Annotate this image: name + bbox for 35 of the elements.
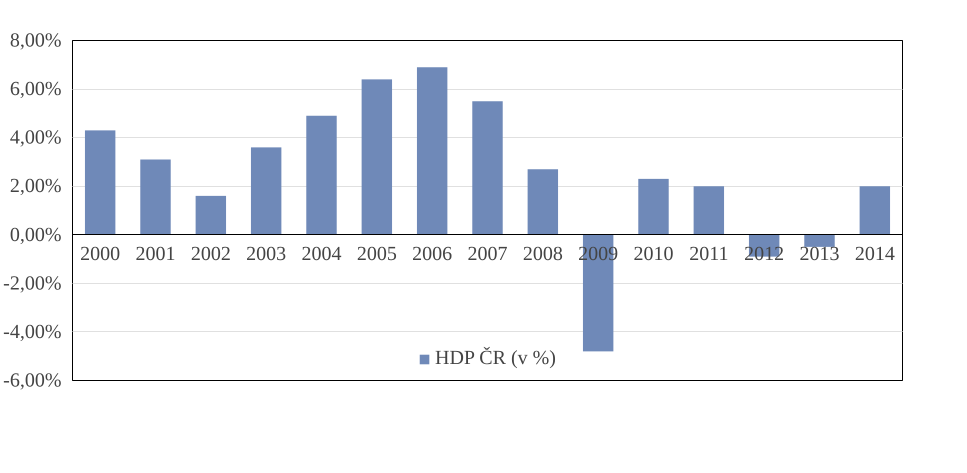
y-tick-label: -2,00% bbox=[3, 272, 62, 294]
x-tick-label: 2007 bbox=[468, 242, 508, 265]
x-tick-label: 2003 bbox=[246, 242, 286, 265]
x-tick-label: 2000 bbox=[80, 242, 120, 265]
bar bbox=[804, 234, 835, 247]
x-tick-label: 2001 bbox=[136, 242, 176, 265]
bar bbox=[416, 67, 448, 235]
bar bbox=[306, 116, 337, 235]
y-tick-label: 2,00% bbox=[10, 175, 62, 198]
x-tick-label: 2013 bbox=[800, 242, 840, 265]
y-tick-label: 0,00% bbox=[10, 224, 62, 246]
bar bbox=[860, 186, 890, 235]
x-tick-label: 2011 bbox=[689, 242, 728, 265]
y-tick-label: -4,00% bbox=[3, 320, 62, 343]
legend-label: HDP ČR (v %) bbox=[435, 347, 556, 370]
x-tick-label: 2004 bbox=[302, 242, 342, 265]
x-tick-label: 2002 bbox=[190, 242, 231, 265]
bar bbox=[472, 101, 503, 235]
bar bbox=[362, 79, 392, 235]
y-tick-label: 6,00% bbox=[10, 78, 62, 100]
bar bbox=[638, 178, 669, 235]
x-tick-label: 2014 bbox=[854, 242, 895, 265]
bar bbox=[694, 186, 724, 235]
x-tick-label: 2006 bbox=[412, 242, 452, 265]
y-tick-label: 4,00% bbox=[10, 126, 62, 149]
bar bbox=[196, 196, 226, 235]
y-tick-label: -6,00% bbox=[3, 370, 62, 392]
bar bbox=[140, 160, 171, 235]
x-tick-label: 2010 bbox=[634, 242, 674, 265]
x-tick-label: 2008 bbox=[522, 242, 563, 265]
bar bbox=[250, 147, 282, 235]
x-tick-label: 2005 bbox=[356, 242, 397, 265]
bar bbox=[528, 169, 558, 235]
bar bbox=[84, 130, 116, 235]
y-tick-label: 8,00% bbox=[10, 30, 62, 52]
